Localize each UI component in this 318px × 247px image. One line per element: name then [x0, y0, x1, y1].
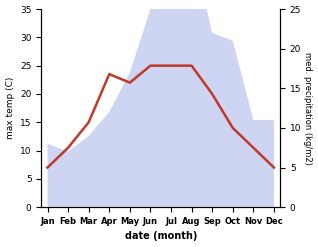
Y-axis label: max temp (C): max temp (C) [5, 77, 15, 139]
Y-axis label: med. precipitation (kg/m2): med. precipitation (kg/m2) [303, 52, 313, 165]
X-axis label: date (month): date (month) [125, 231, 197, 242]
